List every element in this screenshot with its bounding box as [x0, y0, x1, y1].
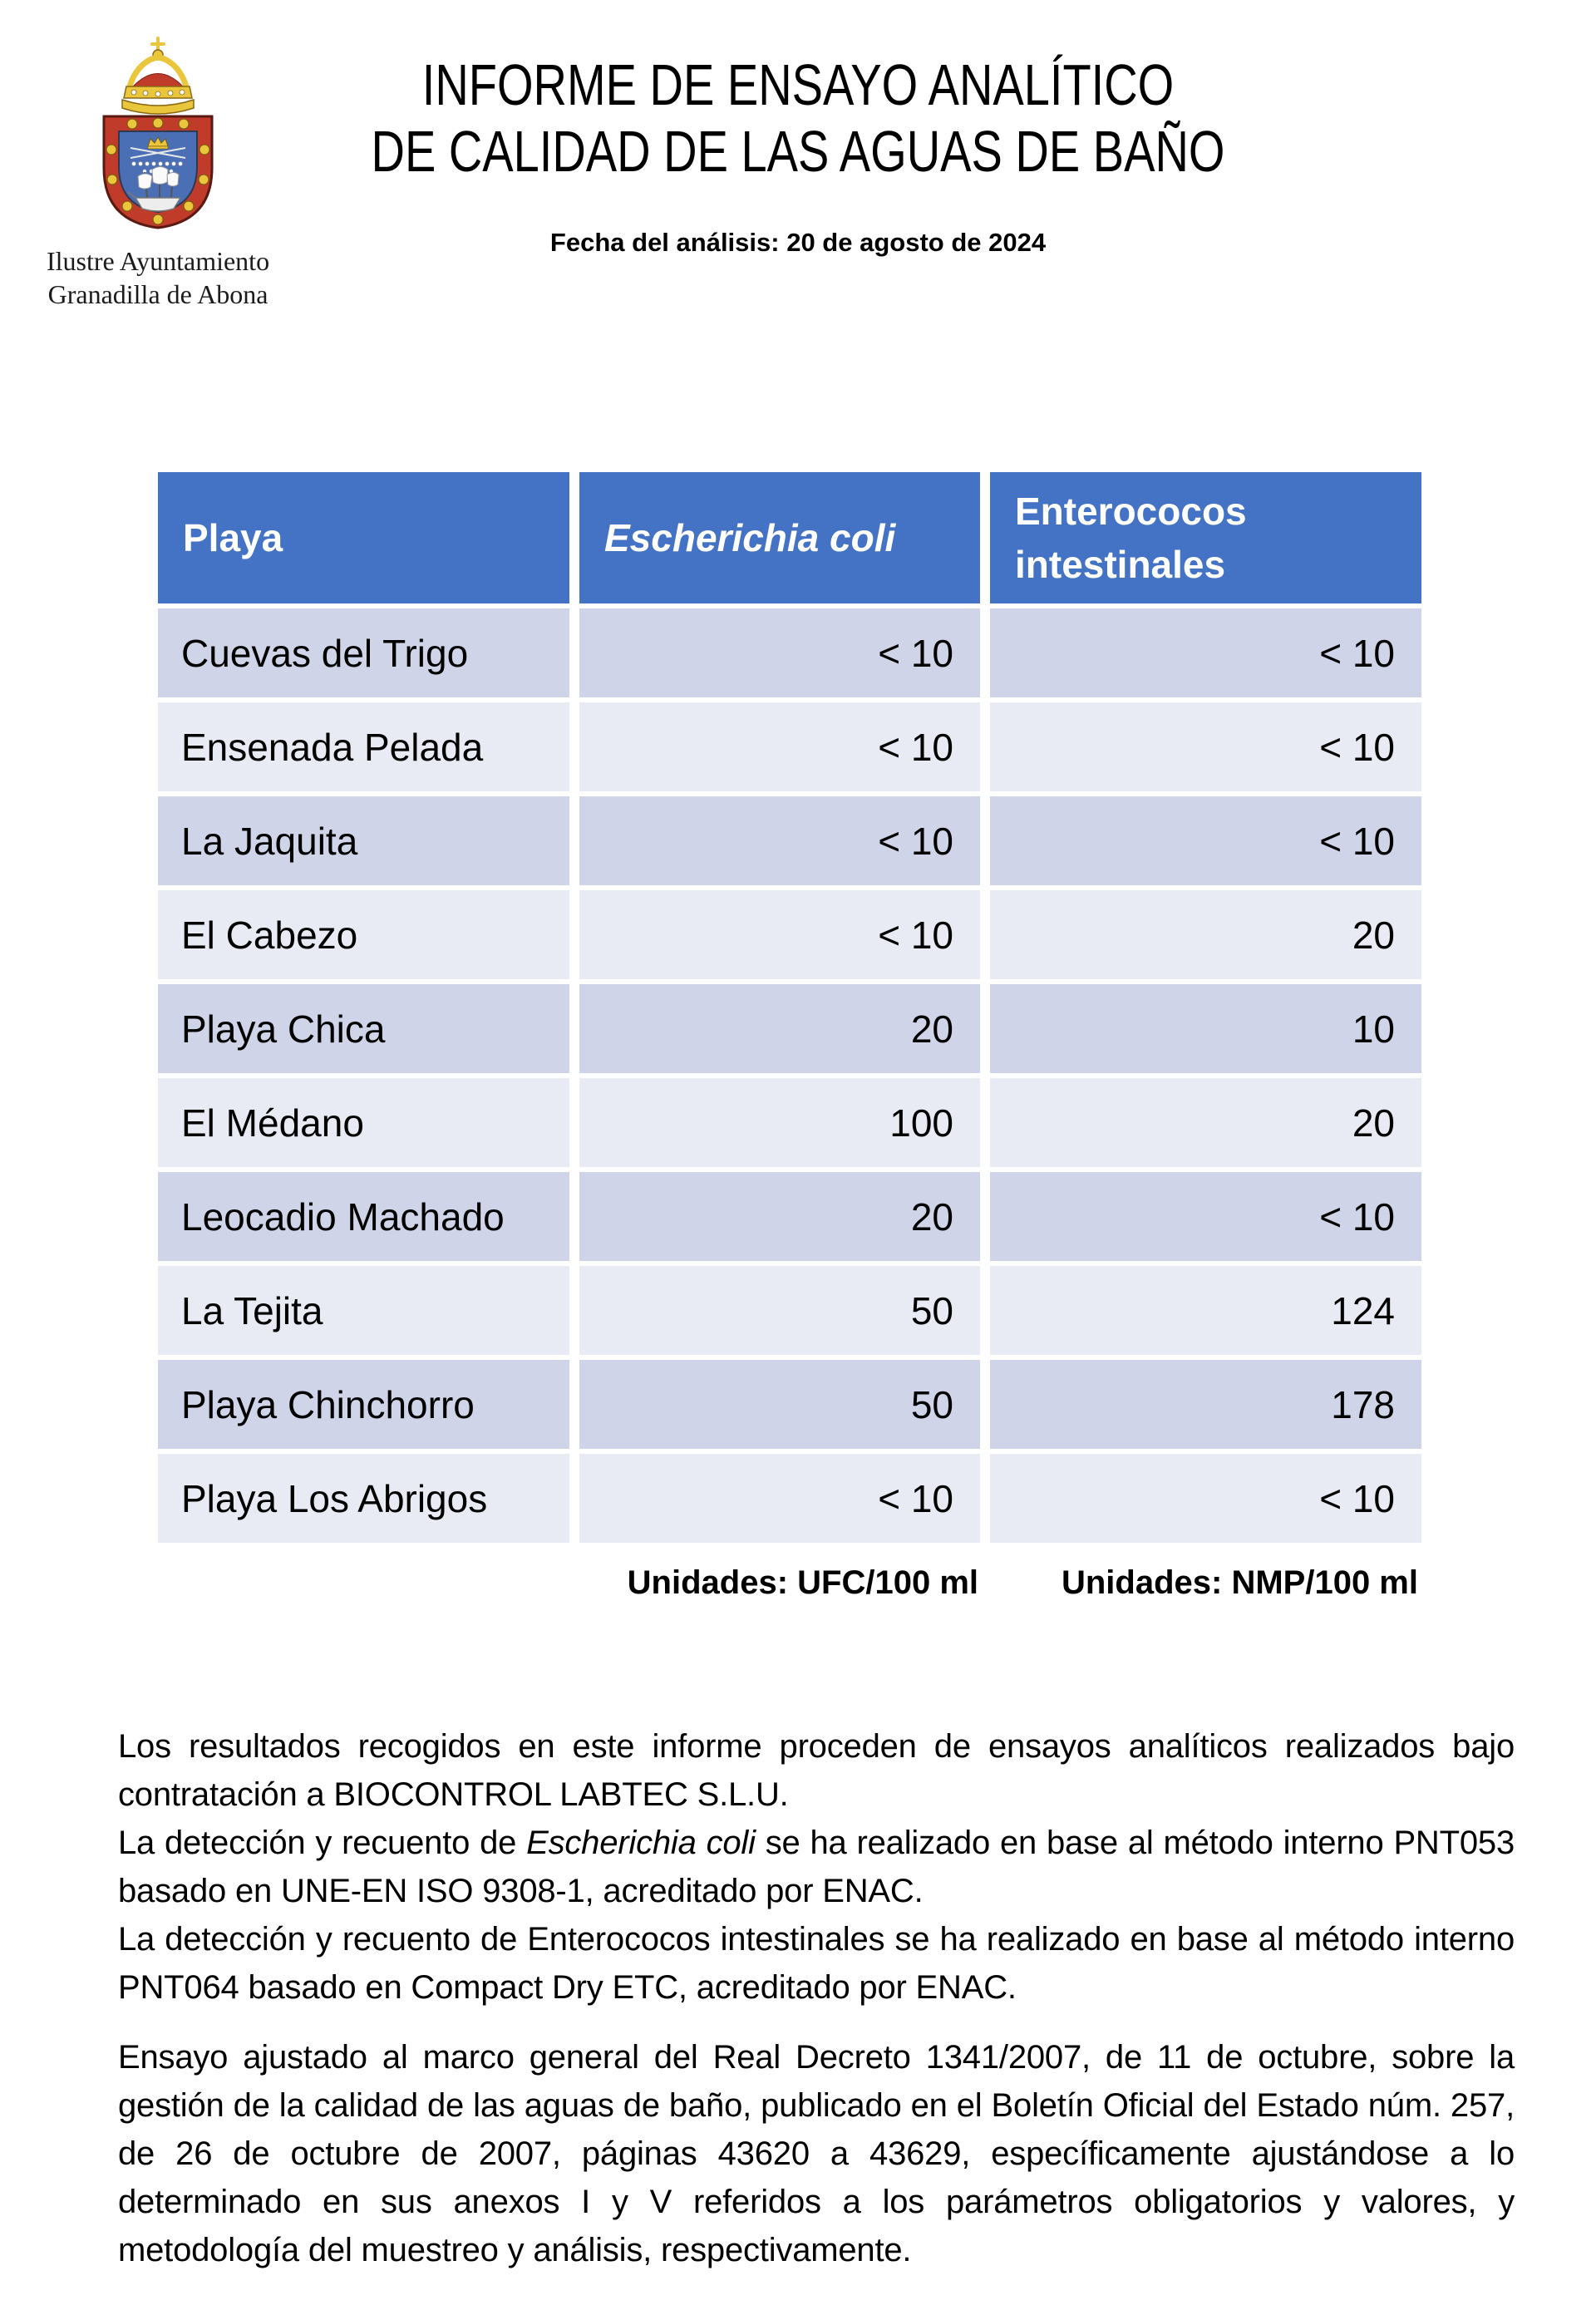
- enterococos-value-cell: < 10: [990, 796, 1421, 885]
- enterococos-value-cell: 124: [990, 1266, 1421, 1355]
- method-note-ecoli-pre: La detección y recuento de: [118, 1825, 527, 1861]
- beach-name-cell: Ensenada Pelada: [158, 702, 569, 791]
- ecoli-value-cell: 100: [579, 1078, 980, 1167]
- coat-of-arms-icon: [102, 37, 214, 229]
- method-note-ecoli-post: se ha realizado en base al método intern…: [118, 1825, 1515, 1909]
- enterococos-value-cell: 10: [990, 984, 1421, 1073]
- beach-name-cell: La Jaquita: [158, 796, 569, 885]
- ecoli-value-cell: < 10: [579, 608, 980, 697]
- report-notes: Los resultados recogidos en este informe…: [118, 1722, 1515, 2274]
- beach-name-cell: Playa Chica: [158, 984, 569, 1073]
- ship-icon: [127, 166, 182, 212]
- method-note-ecoli: La detección y recuento de Escherichia c…: [118, 1819, 1515, 1915]
- column-header-ecoli: Escherichia coli: [579, 472, 980, 603]
- legal-note: Ensayo ajustado al marco general del Rea…: [118, 2039, 1515, 2268]
- crown-icon: [121, 37, 195, 115]
- ecoli-value-cell: < 10: [579, 1454, 980, 1543]
- column-header-enterococos: Enterococos intestinales: [990, 472, 1421, 603]
- enterococos-value-cell: 178: [990, 1360, 1421, 1449]
- analysis-date: Fecha del análisis: 20 de agosto de 2024: [549, 228, 1047, 257]
- enterococos-value-cell: < 10: [990, 608, 1421, 697]
- ecoli-value-cell: 50: [579, 1266, 980, 1355]
- enterococos-value-cell: < 10: [990, 1454, 1421, 1543]
- ecoli-value-cell: < 10: [579, 796, 980, 885]
- units-row: Unidades: UFC/100 ml Unidades: NMP/100 m…: [158, 1564, 1421, 1602]
- beach-name-cell: Playa Chinchorro: [158, 1360, 569, 1449]
- beach-name-cell: Playa Los Abrigos: [158, 1454, 569, 1543]
- beach-name-cell: El Médano: [158, 1078, 569, 1167]
- beach-name-cell: El Cabezo: [158, 890, 569, 979]
- enterococos-value-cell: 20: [990, 890, 1421, 979]
- units-ecoli-label: Unidades: UFC/100 ml: [627, 1564, 978, 1601]
- beach-name-cell: Leocadio Machado: [158, 1172, 569, 1261]
- ecoli-value-cell: < 10: [579, 702, 980, 791]
- lab-note: Los resultados recogidos en este informe…: [118, 1728, 1515, 1813]
- method-note-enterococos: La detección y recuento de Enterococos i…: [118, 1921, 1515, 2006]
- water-quality-table: Playa Escherichia coli Enterococos intes…: [158, 472, 1421, 1543]
- column-header-playa: Playa: [158, 472, 569, 603]
- beach-name-cell: La Tejita: [158, 1266, 569, 1355]
- report-title: INFORME DE ENSAYO ANALÍTICO DE CALIDAD D…: [0, 52, 1596, 185]
- logo-caption-line2: Granadilla de Abona: [47, 279, 268, 309]
- beach-name-cell: Cuevas del Trigo: [158, 608, 569, 697]
- shield-icon: [102, 115, 214, 229]
- ecoli-value-cell: < 10: [579, 890, 980, 979]
- species-name-italic: Escherichia coli: [526, 1825, 756, 1861]
- report-title-line1: INFORME DE ENSAYO ANALÍTICO: [421, 52, 1175, 117]
- ecoli-value-cell: 20: [579, 1172, 980, 1261]
- report-title-line2: DE CALIDAD DE LAS AGUAS DE BAÑO: [371, 119, 1225, 184]
- municipal-logo: Ilustre Ayuntamiento Granadilla de Abona: [46, 35, 270, 309]
- ecoli-value-cell: 50: [579, 1360, 980, 1449]
- ecoli-value-cell: 20: [579, 984, 980, 1073]
- enterococos-value-cell: 20: [990, 1078, 1421, 1167]
- logo-caption-line1: Ilustre Ayuntamiento: [46, 246, 270, 276]
- enterococos-value-cell: < 10: [990, 702, 1421, 791]
- units-enterococos-label: Unidades: NMP/100 ml: [1061, 1564, 1418, 1601]
- enterococos-value-cell: < 10: [990, 1172, 1421, 1261]
